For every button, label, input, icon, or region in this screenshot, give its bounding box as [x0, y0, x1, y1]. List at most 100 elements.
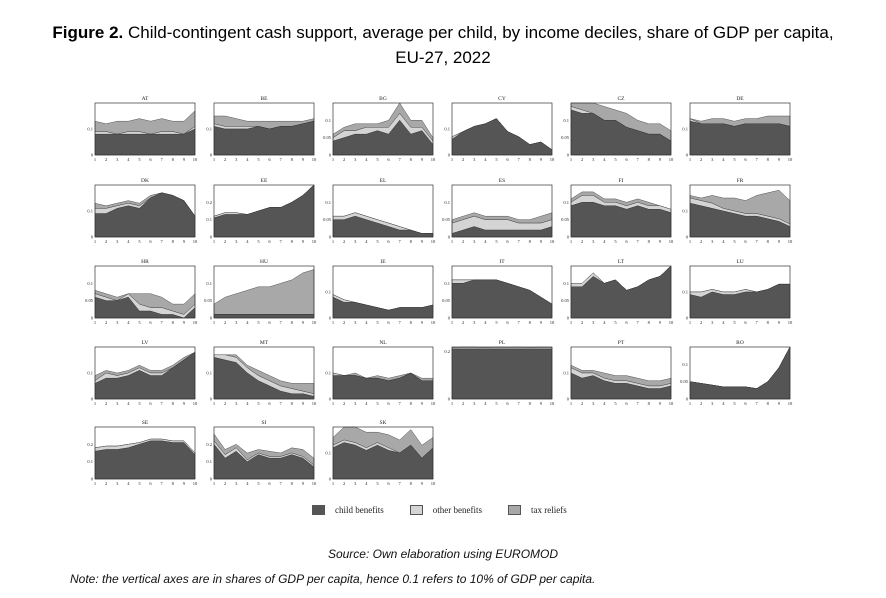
x-tick-label: 8 [648, 320, 651, 325]
x-tick-label: 6 [625, 239, 628, 244]
y-tick-label: 0.1 [87, 209, 93, 214]
x-tick-label: 6 [268, 401, 271, 406]
x-tick-label: 2 [343, 239, 345, 244]
x-tick-label: 2 [462, 320, 464, 325]
x-tick-label: 10 [431, 320, 436, 325]
x-tick-label: 2 [224, 401, 226, 406]
x-tick-label: 1 [570, 320, 572, 325]
x-tick-label: 1 [94, 481, 96, 486]
x-tick-label: 9 [421, 481, 424, 486]
x-tick-label: 2 [581, 239, 583, 244]
x-tick-label: 7 [518, 320, 521, 325]
x-tick-label: 4 [127, 239, 130, 244]
x-tick-label: 10 [431, 157, 436, 162]
x-tick-label: 4 [127, 401, 130, 406]
x-tick-label: 8 [529, 239, 532, 244]
x-tick-label: 10 [312, 401, 317, 406]
panel-frame [451, 102, 553, 156]
x-tick-label: 5 [257, 401, 260, 406]
x-tick-label: 10 [312, 239, 317, 244]
x-tick-label: 8 [172, 481, 175, 486]
y-tick-label: 0.1 [87, 371, 93, 376]
area-child [451, 279, 553, 319]
x-tick-label: 4 [722, 157, 725, 162]
y-tick-label: 0.1 [563, 371, 569, 376]
x-tick-label: 8 [172, 401, 175, 406]
x-tick-label: 5 [257, 481, 260, 486]
y-tick-label: 0.1 [682, 209, 688, 214]
panel-title: IE [380, 259, 386, 265]
x-tick-label: 3 [235, 320, 238, 325]
x-tick-label: 3 [354, 239, 357, 244]
panel-mt: MT 1 2 3 4 5 6 7 8 9 10 0 0.1 [206, 340, 317, 406]
x-tick-label: 8 [648, 401, 651, 406]
panel-title: BE [260, 96, 268, 102]
y-tick-label: 0 [210, 477, 213, 482]
y-tick-label: 0.1 [325, 118, 331, 123]
x-tick-label: 10 [312, 157, 317, 162]
x-tick-label: 2 [343, 481, 345, 486]
x-tick-label: 6 [387, 401, 390, 406]
x-tick-label: 6 [149, 239, 152, 244]
panel-sk: SK 1 2 3 4 5 6 7 8 9 10 0 0.1 [325, 420, 436, 486]
panel-lu: LU 1 2 3 4 5 6 7 8 9 10 0 0.1 [682, 259, 793, 325]
panel-hu: HU 1 2 3 4 5 6 7 8 9 10 0 0.05 0.1 [204, 259, 317, 325]
x-tick-label: 5 [376, 239, 379, 244]
x-tick-label: 7 [161, 320, 164, 325]
x-tick-label: 9 [659, 157, 662, 162]
y-tick-label: 0.05 [323, 217, 332, 222]
x-tick-label: 1 [213, 239, 215, 244]
panel-title: EE [261, 178, 268, 184]
panel-frame [570, 102, 672, 156]
x-tick-label: 8 [529, 401, 532, 406]
y-tick-label: 0 [686, 316, 689, 321]
x-tick-label: 9 [302, 320, 305, 325]
x-tick-label: 8 [410, 481, 413, 486]
legend-label-child: child benefits [335, 505, 384, 515]
x-tick-label: 3 [473, 401, 476, 406]
panel-bg: BG 1 2 3 4 5 6 7 8 9 10 0 0.05 0.1 [323, 96, 436, 162]
panel-title: EL [380, 178, 387, 184]
x-tick-label: 1 [213, 401, 215, 406]
panel-title: DK [141, 178, 149, 184]
x-tick-label: 5 [138, 239, 141, 244]
y-tick-label: 0.05 [561, 217, 570, 222]
x-tick-label: 7 [637, 320, 640, 325]
x-tick-label: 2 [224, 157, 226, 162]
panel-frame [213, 102, 315, 156]
legend-label-other: other benefits [432, 505, 482, 515]
x-tick-label: 9 [302, 157, 305, 162]
y-tick-label: 0.1 [325, 200, 331, 205]
x-tick-label: 2 [343, 320, 345, 325]
panel-title: SI [262, 420, 267, 426]
x-tick-label: 7 [399, 157, 402, 162]
y-tick-label: 0 [91, 235, 94, 240]
x-tick-label: 10 [788, 401, 793, 406]
legend-item-tax: tax reliefs [507, 505, 567, 515]
x-tick-label: 1 [332, 157, 334, 162]
y-tick-label: 0.1 [563, 281, 569, 286]
x-tick-label: 8 [291, 157, 294, 162]
x-tick-label: 9 [540, 157, 543, 162]
panel-frame [451, 265, 553, 319]
x-tick-label: 7 [280, 239, 283, 244]
x-tick-label: 9 [183, 239, 186, 244]
legend: child benefits other benefits tax relief… [312, 503, 593, 517]
x-tick-label: 1 [213, 481, 215, 486]
x-tick-label: 4 [484, 320, 487, 325]
x-tick-label: 1 [689, 157, 691, 162]
x-tick-label: 6 [149, 320, 152, 325]
x-tick-label: 4 [603, 157, 606, 162]
x-tick-label: 7 [637, 401, 640, 406]
x-tick-label: 6 [506, 401, 509, 406]
x-tick-label: 3 [711, 320, 714, 325]
x-tick-label: 8 [291, 481, 294, 486]
x-tick-label: 6 [506, 157, 509, 162]
x-tick-label: 10 [193, 239, 198, 244]
x-tick-label: 3 [354, 157, 357, 162]
panel-frame [689, 184, 791, 238]
x-tick-label: 3 [711, 401, 714, 406]
x-tick-label: 7 [756, 157, 759, 162]
x-tick-label: 6 [625, 401, 628, 406]
x-tick-label: 5 [138, 481, 141, 486]
